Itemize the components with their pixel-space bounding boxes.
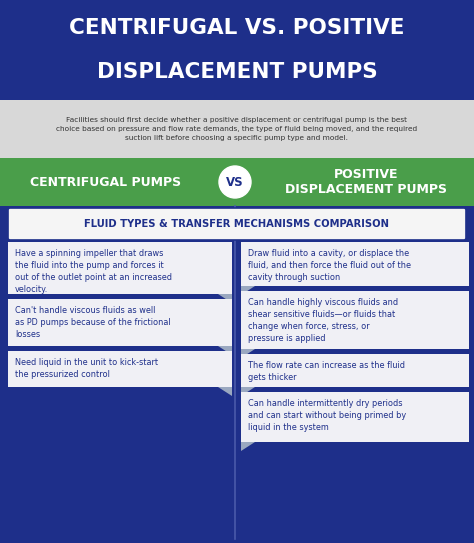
Polygon shape (241, 286, 255, 295)
FancyBboxPatch shape (241, 291, 469, 349)
FancyBboxPatch shape (0, 0, 474, 100)
FancyBboxPatch shape (8, 242, 232, 294)
Polygon shape (241, 442, 255, 451)
FancyBboxPatch shape (8, 299, 232, 346)
FancyBboxPatch shape (8, 351, 232, 387)
FancyBboxPatch shape (0, 100, 474, 158)
Text: Need liquid in the unit to kick-start
the pressurized control: Need liquid in the unit to kick-start th… (15, 358, 158, 379)
FancyBboxPatch shape (241, 354, 469, 387)
FancyBboxPatch shape (241, 392, 469, 442)
Text: Can handle highly viscous fluids and
shear sensitive fluids—or fluids that
chang: Can handle highly viscous fluids and she… (248, 298, 398, 343)
FancyBboxPatch shape (8, 208, 466, 240)
Text: Facilities should first decide whether a positive displacement or centrifugal pu: Facilities should first decide whether a… (56, 117, 418, 141)
Text: CENTRIFUGAL VS. POSITIVE: CENTRIFUGAL VS. POSITIVE (69, 18, 405, 38)
Text: The flow rate can increase as the fluid
gets thicker: The flow rate can increase as the fluid … (248, 361, 405, 382)
Text: FLUID TYPES & TRANSFER MECHANISMS COMPARISON: FLUID TYPES & TRANSFER MECHANISMS COMPAR… (84, 219, 390, 229)
Circle shape (219, 166, 251, 198)
FancyBboxPatch shape (0, 158, 474, 206)
Polygon shape (218, 346, 232, 355)
Text: CENTRIFUGAL PUMPS: CENTRIFUGAL PUMPS (30, 175, 182, 188)
Text: VS: VS (226, 175, 244, 188)
Text: Can't handle viscous fluids as well
as PD pumps because of the frictional
losses: Can't handle viscous fluids as well as P… (15, 306, 171, 339)
Polygon shape (241, 387, 255, 396)
Text: DISPLACEMENT PUMPS: DISPLACEMENT PUMPS (97, 62, 377, 82)
Text: Draw fluid into a cavity, or displace the
fluid, and then force the fluid out of: Draw fluid into a cavity, or displace th… (248, 249, 411, 282)
Polygon shape (218, 387, 232, 396)
Text: POSITIVE
DISPLACEMENT PUMPS: POSITIVE DISPLACEMENT PUMPS (285, 168, 447, 196)
Text: Can handle intermittently dry periods
and can start without being primed by
liqu: Can handle intermittently dry periods an… (248, 399, 406, 432)
Text: Have a spinning impeller that draws
the fluid into the pump and forces it
out of: Have a spinning impeller that draws the … (15, 249, 172, 294)
Polygon shape (241, 349, 255, 358)
Polygon shape (218, 294, 232, 303)
FancyBboxPatch shape (241, 242, 469, 286)
